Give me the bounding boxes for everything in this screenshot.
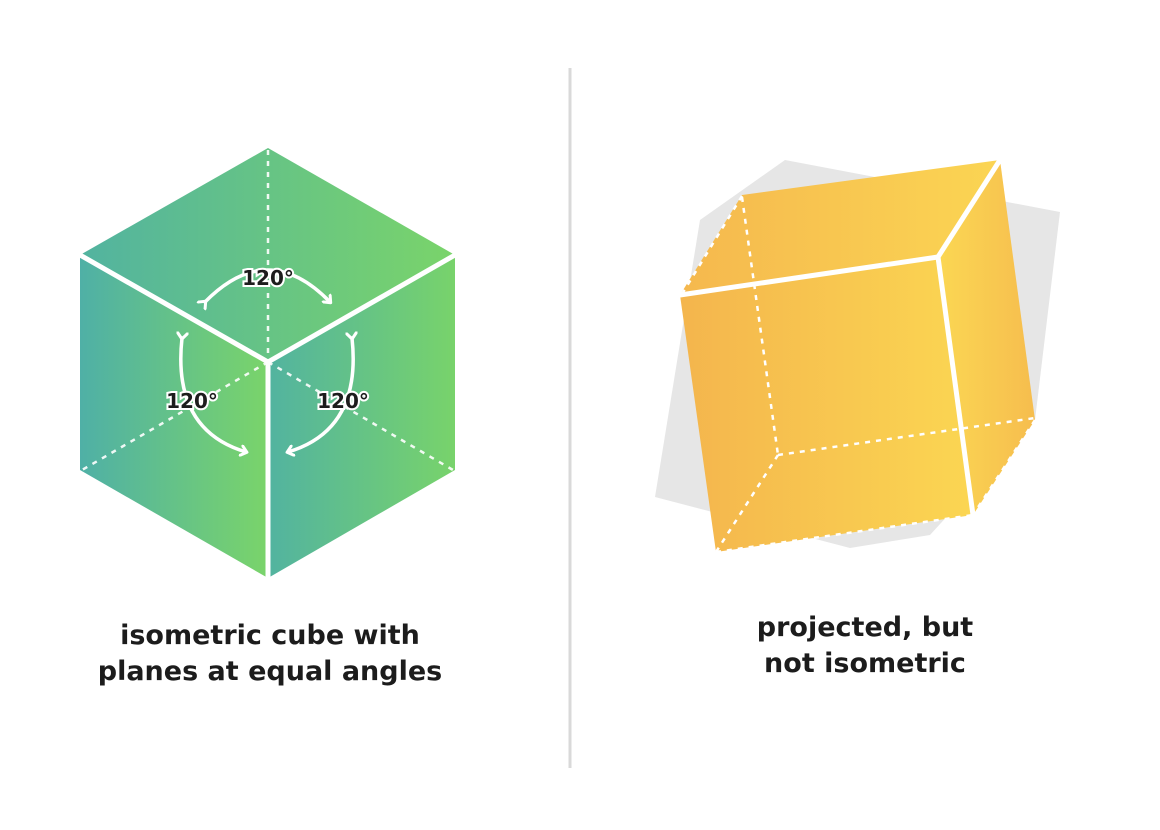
caption-projected: projected, but not isometric: [655, 610, 1075, 682]
caption-projected-line1: projected, but: [756, 612, 974, 643]
caption-isometric-line1: isometric cube with: [120, 620, 420, 651]
visible-edges-yellow: [677, 157, 1003, 518]
angle-arc-right: [288, 338, 353, 452]
angle-label-top: 120°: [242, 266, 294, 290]
angle-arc-left: [181, 338, 246, 452]
angle-label-right: 120°: [317, 389, 369, 413]
isometric-cube: 120° 120° 120°: [77, 148, 458, 581]
caption-projected-line2: not isometric: [764, 648, 966, 679]
projected-cube: [655, 157, 1060, 554]
cube-top-face-yellow: [680, 160, 1000, 295]
angle-label-left: 120°: [166, 389, 218, 413]
caption-isometric-line2: planes at equal angles: [97, 656, 443, 687]
caption-isometric: isometric cube with planes at equal angl…: [60, 618, 480, 690]
hidden-edges-yellow: [680, 195, 1037, 554]
cube-front-face-yellow: [680, 257, 973, 552]
angle-arc-top: [205, 268, 330, 302]
